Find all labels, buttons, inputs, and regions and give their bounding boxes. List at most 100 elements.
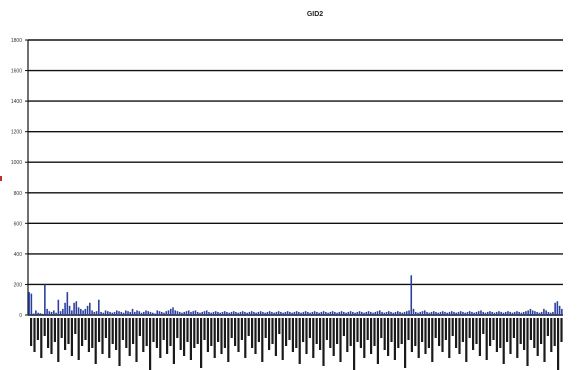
bar-21 bbox=[75, 301, 78, 315]
x-tick-label-96 bbox=[356, 318, 359, 342]
bar-32 bbox=[100, 311, 102, 315]
bar-64 bbox=[172, 307, 174, 315]
bar-145 bbox=[354, 312, 356, 315]
bar-140 bbox=[343, 311, 345, 315]
bar-65 bbox=[174, 310, 177, 315]
x-tick-label-27 bbox=[121, 318, 124, 340]
bar-78 bbox=[203, 311, 206, 315]
x-tick-label-155 bbox=[557, 318, 560, 370]
x-tick-label-82 bbox=[308, 318, 311, 338]
x-tick-label-114 bbox=[417, 318, 420, 358]
x-tick-label-89 bbox=[332, 318, 335, 356]
bar-163 bbox=[394, 311, 397, 315]
bar-229 bbox=[543, 308, 545, 315]
bar-134 bbox=[329, 311, 332, 315]
x-tick-label-92 bbox=[342, 318, 345, 336]
bar-215 bbox=[511, 312, 514, 315]
x-tick-label-52 bbox=[206, 318, 209, 352]
x-tick-label-116 bbox=[424, 318, 427, 354]
x-tick-label-33 bbox=[142, 318, 145, 352]
x-tick-label-41 bbox=[169, 318, 172, 346]
bar-196 bbox=[468, 311, 471, 315]
bar-36 bbox=[109, 311, 111, 315]
gridlines bbox=[27, 39, 563, 316]
bar-201 bbox=[480, 310, 482, 315]
bar-233 bbox=[552, 311, 554, 315]
x-tick-label-9 bbox=[60, 318, 63, 338]
y-tick-label-1000: 1000 bbox=[11, 160, 22, 166]
bar-80 bbox=[208, 311, 210, 315]
x-tick-label-124 bbox=[451, 318, 454, 336]
x-tick-label-7 bbox=[53, 318, 56, 342]
bar-200 bbox=[477, 311, 480, 315]
x-tick-label-83 bbox=[312, 318, 315, 358]
bar-42 bbox=[122, 312, 125, 315]
x-tick-label-95 bbox=[353, 318, 356, 370]
x-tick-label-50 bbox=[200, 318, 203, 368]
bar-99 bbox=[250, 311, 253, 315]
bar-93 bbox=[237, 312, 239, 315]
bar-176 bbox=[423, 310, 426, 315]
bar-0 bbox=[28, 292, 30, 315]
y-tick-label-1400: 1400 bbox=[11, 99, 22, 105]
bar-70 bbox=[185, 311, 188, 315]
x-tick-label-142 bbox=[512, 318, 515, 338]
x-tick-label-13 bbox=[74, 318, 77, 334]
x-tick-label-93 bbox=[346, 318, 349, 352]
bar-146 bbox=[356, 311, 359, 315]
x-tick-label-43 bbox=[176, 318, 179, 338]
bar-212 bbox=[504, 311, 507, 315]
x-tick-label-128 bbox=[465, 318, 468, 362]
bar-94 bbox=[239, 311, 242, 315]
x-tick-label-87 bbox=[325, 318, 328, 340]
bar-195 bbox=[466, 311, 469, 315]
bar-165 bbox=[399, 311, 401, 315]
bar-223 bbox=[529, 308, 532, 315]
x-tick-label-132 bbox=[478, 318, 481, 356]
bar-26 bbox=[86, 305, 89, 315]
bar-69 bbox=[183, 311, 186, 315]
x-tick-label-23 bbox=[108, 318, 111, 358]
x-tick-label-118 bbox=[431, 318, 434, 362]
x-tick-label-1 bbox=[33, 318, 36, 352]
x-tick-label-143 bbox=[516, 318, 519, 358]
x-tick-label-76 bbox=[288, 318, 291, 340]
x-tick-label-71 bbox=[271, 318, 274, 344]
bar-34 bbox=[104, 310, 107, 315]
bar-101 bbox=[255, 312, 257, 315]
bar-123 bbox=[304, 311, 307, 315]
x-tick-label-64 bbox=[247, 318, 250, 336]
bar-133 bbox=[327, 312, 329, 315]
bar-74 bbox=[194, 310, 197, 315]
bar-164 bbox=[396, 311, 399, 315]
x-tick-label-86 bbox=[322, 318, 325, 366]
bar-189 bbox=[453, 311, 455, 315]
bar-106 bbox=[266, 311, 269, 315]
bar-81 bbox=[210, 312, 212, 315]
bar-98 bbox=[248, 311, 251, 315]
x-tick-label-133 bbox=[482, 318, 485, 334]
y-tick-label-200: 200 bbox=[14, 282, 23, 288]
x-tick-label-35 bbox=[149, 318, 152, 370]
bar-104 bbox=[262, 311, 264, 315]
bar-10 bbox=[50, 311, 53, 315]
x-tick-label-134 bbox=[485, 318, 488, 360]
x-tick-label-103 bbox=[380, 318, 383, 338]
bar-149 bbox=[363, 312, 365, 315]
bar-139 bbox=[340, 311, 343, 315]
x-tick-label-84 bbox=[315, 318, 318, 344]
bar-12 bbox=[55, 312, 57, 315]
x-tick-label-126 bbox=[458, 318, 461, 354]
bar-154 bbox=[374, 311, 377, 315]
y-tick-label-800: 800 bbox=[14, 191, 23, 197]
x-tick-label-54 bbox=[213, 318, 216, 358]
x-tick-label-38 bbox=[159, 318, 162, 358]
y-axis-ticks: 0 200 400 600 800 1000 1200 1400 1600 1800 bbox=[11, 38, 28, 319]
bar-105 bbox=[264, 312, 266, 315]
bar-58 bbox=[158, 311, 161, 315]
bar-44 bbox=[127, 311, 129, 315]
x-tick-label-135 bbox=[489, 318, 492, 346]
x-tick-label-115 bbox=[421, 318, 424, 342]
bar-49 bbox=[138, 311, 141, 315]
bar-230 bbox=[545, 310, 547, 315]
